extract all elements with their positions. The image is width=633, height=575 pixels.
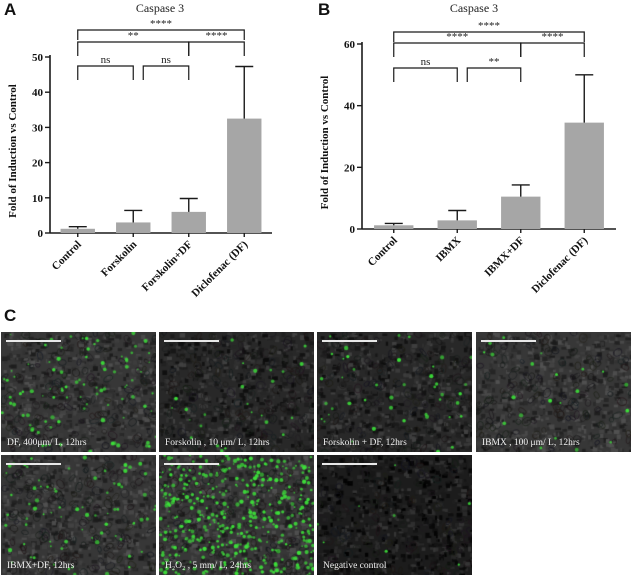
scale-bar [164, 340, 219, 342]
x-tick-label-0: Control [50, 239, 84, 273]
significance-bracket-3 [520, 42, 585, 57]
y-tick-label-0: 0 [350, 224, 356, 236]
x-tick-label-0: Control [366, 235, 400, 269]
y-tick-label-1: 10 [32, 193, 44, 205]
scale-bar [481, 340, 536, 342]
significance-bracket-1 [142, 65, 190, 80]
micrograph-caption: Forskolin + DF, 12hrs [323, 438, 407, 448]
y-tick-label-2: 40 [344, 101, 356, 113]
y-tick-label-3: 30 [32, 122, 44, 134]
significance-label-3: **** [542, 31, 564, 43]
micrograph-caption: IBMX , 100 μm/ L, 12hrs [482, 438, 580, 448]
bar-0 [374, 225, 414, 229]
micrograph-caption: Forskolin , 10 μm/ L, 12hrs [165, 438, 270, 448]
bar-0 [60, 228, 95, 233]
micrograph-6: H₂O₂ , 5 mm/ L, 24hrs [159, 455, 314, 575]
y-tick-label-5: 50 [32, 52, 44, 64]
micrograph-image [1, 455, 156, 575]
caspase3-chart-ibmx: Caspase 3 Fold of Induction vs Control 0 20… [319, 1, 616, 296]
micrograph-caption: IBMX+DF, 12hrs [7, 561, 75, 571]
micrograph-image [159, 455, 314, 575]
x-tick-label-3: Diclofenac (DF) [189, 238, 250, 299]
micrograph-image [159, 332, 314, 452]
significance-bracket-2 [393, 42, 522, 57]
micrograph-image [317, 332, 472, 452]
scale-bar [322, 340, 377, 342]
caspase3-chart-forskolin: Caspase 3 Fold of Induction vs Control 0 10… [7, 1, 272, 300]
significance-bracket-3 [188, 41, 245, 56]
x-tick-label-1: IBMX [434, 235, 464, 265]
panel-label-b: B [318, 0, 331, 19]
bar-3 [564, 122, 604, 229]
significance-label-0: ns [101, 54, 111, 66]
chart-title: Caspase 3 [450, 1, 498, 15]
significance-bracket-2 [77, 41, 190, 56]
scale-bar [6, 463, 61, 465]
chart-title: Caspase 3 [136, 1, 184, 15]
scale-bar [164, 463, 219, 465]
significance-label-4: **** [150, 18, 172, 30]
micrograph-image [476, 332, 631, 452]
micrograph-caption: Negative control [323, 561, 387, 571]
bar-2 [171, 211, 206, 233]
significance-label-3: **** [206, 30, 228, 42]
y-tick-label-3: 60 [344, 39, 356, 51]
bar-2 [501, 196, 541, 229]
x-tick-label-1: Forskolin [99, 239, 139, 279]
panel-label-a: A [4, 0, 17, 19]
micrograph-3: Forskolin + DF, 12hrs [317, 332, 472, 452]
significance-bracket-4 [393, 31, 585, 42]
micrograph-5: IBMX+DF, 12hrs [1, 455, 156, 575]
micrograph-7: Negative control [317, 455, 472, 575]
significance-bracket-4 [77, 29, 245, 40]
micrograph-1: DF, 400μm/ L, 12hrs [1, 332, 156, 452]
y-axis-label: Fold of Induction vs Control [7, 84, 19, 218]
micrograph-image [317, 455, 472, 575]
y-tick-label-0: 0 [38, 228, 44, 240]
panel-label-c: C [4, 306, 17, 325]
y-axis-label: Fold of Induction vs Control [319, 76, 331, 210]
micrograph-caption: DF, 400μm/ L, 12hrs [7, 438, 87, 448]
significance-label-2: **** [446, 31, 468, 43]
significance-label-2: ** [128, 30, 139, 42]
y-tick-label-2: 20 [32, 158, 44, 170]
bar-1 [116, 222, 151, 233]
scale-bar [322, 463, 377, 465]
significance-label-1: ** [489, 56, 500, 68]
significance-bracket-1 [466, 67, 522, 82]
significance-label-1: ns [161, 54, 171, 66]
significance-bracket-0 [393, 67, 458, 82]
y-tick-label-1: 20 [344, 162, 356, 174]
x-tick-label-3: Diclofenac (DF) [529, 234, 590, 295]
y-tick-label-4: 40 [32, 87, 44, 99]
bar-1 [437, 220, 477, 229]
x-tick-label-2: Forskolin+DF [140, 238, 195, 293]
micrograph-image [1, 332, 156, 452]
x-tick-label-2: IBMX+DF [482, 234, 527, 279]
micrograph-2: Forskolin , 10 μm/ L, 12hrs [159, 332, 314, 452]
micrograph-4: IBMX , 100 μm/ L, 12hrs [476, 332, 631, 452]
significance-bracket-0 [77, 65, 134, 80]
significance-label-0: ns [421, 56, 431, 68]
scale-bar [6, 340, 61, 342]
bar-3 [227, 118, 262, 233]
micrograph-caption: H₂O₂ , 5 mm/ L, 24hrs [165, 561, 252, 571]
significance-label-4: **** [478, 20, 500, 32]
